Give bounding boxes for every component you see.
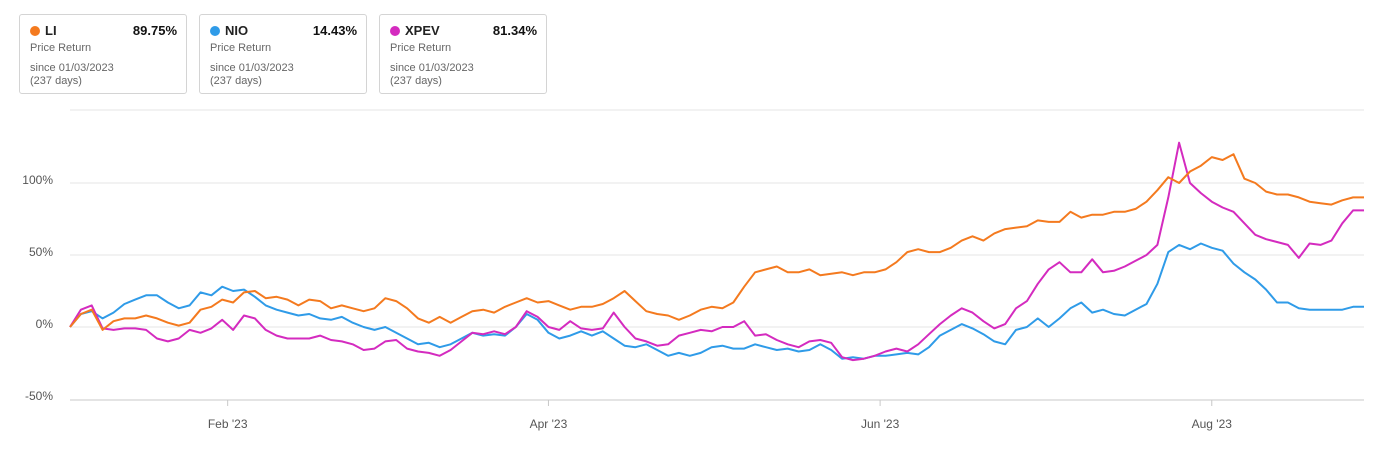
- series-line-nio[interactable]: [69, 242, 1364, 360]
- legend-return: 89.75%: [132, 23, 177, 38]
- legend-ticker[interactable]: XPEV: [405, 23, 440, 38]
- y-axis-ticks: 100% 50% 0% -50%: [22, 173, 53, 403]
- x-tick-label: Apr '23: [530, 417, 568, 431]
- legend-ticker[interactable]: LI: [45, 23, 57, 38]
- li-color-dot: [30, 26, 40, 36]
- legend-card-xpev[interactable]: XPEV 81.34% Price Return since 01/03/202…: [379, 14, 547, 94]
- gridlines: [70, 109, 1364, 406]
- legend-card-li[interactable]: LI 89.75% Price Return since 01/03/2023 …: [19, 14, 187, 94]
- legend-since: since 01/03/2023: [30, 62, 114, 74]
- legend-days: (237 days): [390, 75, 442, 87]
- nio-color-dot: [210, 26, 220, 36]
- y-tick-label: 50%: [29, 245, 53, 259]
- legend-since: since 01/03/2023: [210, 62, 294, 74]
- y-tick-label: 100%: [22, 173, 53, 187]
- series-line-li[interactable]: [69, 153, 1364, 331]
- legend-days: (237 days): [30, 75, 82, 87]
- x-axis-ticks: Feb '23 Apr '23 Jun '23 Aug '23: [208, 417, 1232, 431]
- legend-since: since 01/03/2023: [390, 62, 474, 74]
- legend-return: 81.34%: [492, 23, 537, 38]
- legend-return: 14.43%: [312, 23, 357, 38]
- legend-ticker[interactable]: NIO: [225, 23, 249, 38]
- series-line-xpev[interactable]: [69, 141, 1364, 362]
- y-tick-label: 0%: [36, 317, 54, 331]
- x-tick-label: Jun '23: [861, 417, 900, 431]
- legend-days: (237 days): [210, 75, 262, 87]
- legend-metric: Price Return: [210, 42, 272, 54]
- x-tick-label: Feb '23: [208, 417, 248, 431]
- series-lines: [69, 141, 1364, 362]
- y-tick-label: -50%: [25, 389, 53, 403]
- legend-card-nio[interactable]: NIO 14.43% Price Return since 01/03/2023…: [199, 14, 367, 94]
- xpev-color-dot: [390, 26, 400, 36]
- x-tick-label: Aug '23: [1192, 417, 1233, 431]
- legend-metric: Price Return: [390, 42, 452, 54]
- legend-metric: Price Return: [30, 42, 92, 54]
